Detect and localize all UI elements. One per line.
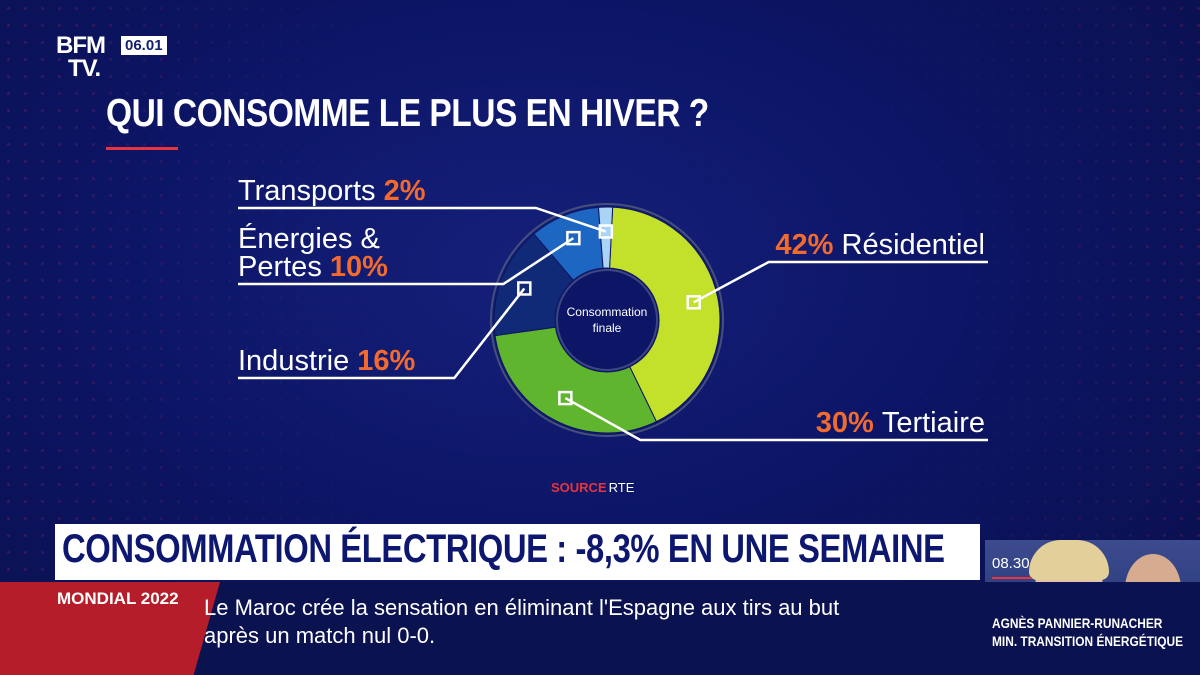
- source-caption: SOURCE RTE: [551, 480, 634, 495]
- headline-text: CONSOMMATION ÉLECTRIQUE : -8,3% EN UNE S…: [62, 527, 945, 571]
- leader-line-3: [238, 287, 526, 380]
- ticker-time-underline: [992, 577, 1032, 579]
- center-label-1: Consommation: [567, 305, 648, 319]
- page-title: QUI CONSOMME LE PLUS EN HIVER ?: [106, 92, 709, 135]
- leader-marker-2: [558, 390, 573, 406]
- bfmtv-logo: BFM TV.: [56, 32, 106, 82]
- slice-label-3-line-1: Industrie 16%: [238, 345, 416, 377]
- center-label-2: finale: [593, 321, 622, 335]
- leader-line-1: [693, 260, 988, 304]
- donut-hole: [556, 269, 658, 371]
- leader-marker-3: [517, 281, 532, 296]
- news-line-2: après un match nul 0-0.: [204, 623, 436, 648]
- news-tag: MONDIAL 2022: [57, 589, 179, 608]
- slice-2: [494, 326, 658, 434]
- donut-chart: Consommation finale 42% Résidentiel 30% Ter…: [238, 175, 988, 442]
- clock-badge: 06.01: [121, 36, 167, 55]
- leader-marker-1: [686, 295, 701, 310]
- slice-label-4-line-2: Pertes 10%: [238, 251, 388, 283]
- slice-label-1: 42% Résidentiel: [775, 229, 985, 261]
- guest-name: AGNÈS PANNIER-RUNACHER: [992, 615, 1163, 631]
- source-prefix: SOURCE: [551, 480, 607, 495]
- leader-marker-5: [598, 224, 614, 239]
- title-underline: [106, 147, 178, 150]
- leader-marker-4: [566, 230, 581, 246]
- leader-line-5: [238, 206, 607, 233]
- ticker-time: 08.30: [992, 555, 1030, 572]
- slice-1: [609, 206, 721, 423]
- source-name: RTE: [608, 480, 635, 495]
- leader-line-2: [564, 397, 988, 442]
- slice-label-4-line-1: Énergies &: [238, 222, 380, 255]
- slice-label-2: 30% Tertiaire: [816, 407, 985, 439]
- news-crawl: Le Maroc crée la sensation en éliminant …: [204, 594, 984, 650]
- guest-caption: AGNÈS PANNIER-RUNACHER MIN. TRANSITION É…: [992, 614, 1183, 650]
- leader-line-4: [238, 237, 575, 286]
- guest-role: MIN. TRANSITION ÉNERGÉTIQUE: [992, 633, 1184, 649]
- news-line-1: Le Maroc crée la sensation en éliminant …: [204, 595, 840, 620]
- headline-bar: [55, 524, 980, 580]
- news-tag-bg: [0, 582, 220, 675]
- slice-label-5-line-1: Transports 2%: [238, 175, 426, 207]
- guest-hair-left: [1029, 540, 1109, 580]
- donut-outer-ring: [490, 203, 724, 437]
